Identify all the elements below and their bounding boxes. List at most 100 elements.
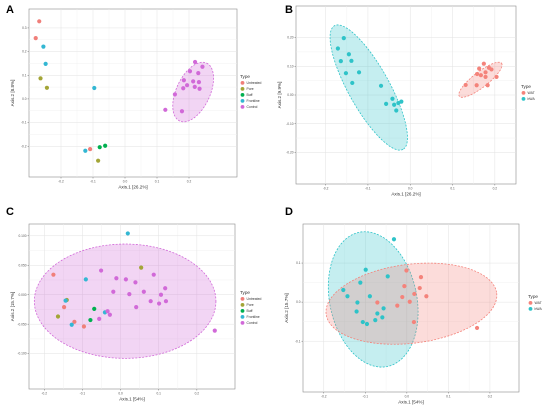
point-wat (463, 82, 468, 88)
point-wat (478, 73, 483, 78)
legend-label: Buff (247, 93, 253, 97)
legend-label: Control (247, 105, 258, 109)
point-buff (88, 317, 93, 323)
point-untreated (81, 324, 87, 329)
panel-letter: A (6, 4, 14, 16)
x-tick-label: -0.1 (80, 392, 86, 396)
point-untreated (51, 272, 56, 277)
y-axis-title: Axis.2 [15.7%] (10, 292, 15, 321)
point-control (151, 272, 156, 277)
point-control (134, 304, 139, 310)
x-tick-label: 0.2 (488, 395, 493, 399)
point-bwa (358, 280, 363, 285)
x-tick-label: -0.1 (365, 187, 371, 191)
legend-label: Pore (247, 303, 254, 307)
ellipse-layer (33, 243, 217, 359)
point-control (99, 268, 104, 273)
point-frontline (83, 277, 88, 282)
point-wat (483, 70, 488, 75)
x-tick-label: 0.1 (156, 392, 161, 396)
point-untreated (88, 146, 93, 152)
plot-area (28, 8, 238, 178)
point-untreated (61, 304, 67, 310)
y-tick-label: -0.2 (21, 144, 27, 148)
point-buff (103, 143, 108, 148)
x-tick-label: 0.2 (493, 187, 498, 191)
legend-label: bWA (535, 307, 543, 311)
legend-key-control (240, 321, 245, 325)
legend-key-untreated (240, 297, 245, 301)
point-control (187, 69, 193, 74)
point-control (179, 109, 185, 114)
point-frontline (41, 44, 46, 49)
point-frontline (69, 322, 74, 327)
legend-label: WAT (528, 91, 535, 95)
y-tick-label: 0.0 (296, 300, 301, 304)
point-control (141, 289, 146, 294)
point-bwa (391, 237, 397, 242)
x-tick-label: -0.2 (321, 395, 327, 399)
legend: Type WAT bWA (528, 294, 542, 311)
legend-key-pore (240, 87, 245, 91)
x-tick-label: 0.2 (187, 180, 192, 184)
point-control (192, 84, 197, 89)
x-tick-label: 0.0 (118, 392, 123, 396)
y-tick-label: 0.100 (19, 234, 27, 238)
x-tick-label: -0.2 (58, 180, 64, 184)
y-tick-label: -0.1 (295, 339, 301, 343)
point-wat (483, 74, 488, 80)
point-frontline (125, 231, 130, 236)
point-wat (407, 299, 412, 304)
point-wat (474, 83, 479, 88)
point-wat (474, 71, 480, 77)
point-bwa (380, 315, 385, 320)
x-tick-label: 0.0 (405, 395, 410, 399)
confidence-ellipse-control (33, 243, 217, 359)
y-tick-label: 0.2 (22, 50, 27, 54)
y-axis-title: Axis.2 [8.8%] (10, 80, 15, 107)
point-bwa (384, 101, 389, 106)
y-tick-label: -0.050 (17, 322, 26, 326)
y-axis-title: Axis.2 [15.7%] (284, 293, 289, 322)
point-bwa (335, 46, 340, 51)
y-tick-label: 0.3 (22, 26, 27, 30)
ellipse-layer (172, 61, 214, 123)
point-bwa (385, 274, 390, 279)
point-wat (494, 74, 499, 80)
point-control (200, 64, 205, 69)
point-untreated (37, 19, 42, 24)
point-buff (97, 145, 102, 150)
point-control (196, 80, 202, 85)
point-bwa (356, 70, 362, 75)
legend-label: Frontline (247, 315, 260, 319)
point-bwa (390, 96, 395, 101)
point-control (172, 92, 178, 97)
y-tick-label: 0.10 (287, 64, 293, 68)
x-tick-label: -0.1 (90, 180, 96, 184)
point-control (184, 83, 190, 88)
legend-label: Pore (247, 87, 254, 91)
panel-c: C -0.2 -0.1 0.0 0.1 0.2 -0.100 -0.050 0.000 0.050… (6, 206, 262, 402)
point-control (156, 301, 162, 306)
point-control (105, 309, 110, 314)
point-control (163, 286, 168, 291)
point-wat (402, 284, 407, 289)
x-axis-title: Axis.1 [54%] (119, 397, 145, 402)
legend-label: Buff (247, 309, 253, 313)
x-tick-label: 0.0 (408, 187, 413, 191)
point-bwa (346, 52, 351, 57)
plot-area (302, 223, 520, 393)
point-bwa (360, 319, 365, 325)
point-bwa (354, 309, 359, 314)
point-control (196, 71, 201, 76)
point-control (97, 316, 102, 321)
point-control (163, 299, 169, 304)
point-bwa (364, 321, 370, 327)
point-bwa (375, 311, 380, 316)
points-layer (341, 237, 480, 331)
point-control (114, 276, 119, 281)
legend-label: Untreated (247, 297, 262, 301)
point-wat (424, 294, 429, 299)
point-wat (485, 83, 490, 88)
x-axis-title: Axis.1 [54%] (398, 400, 424, 405)
